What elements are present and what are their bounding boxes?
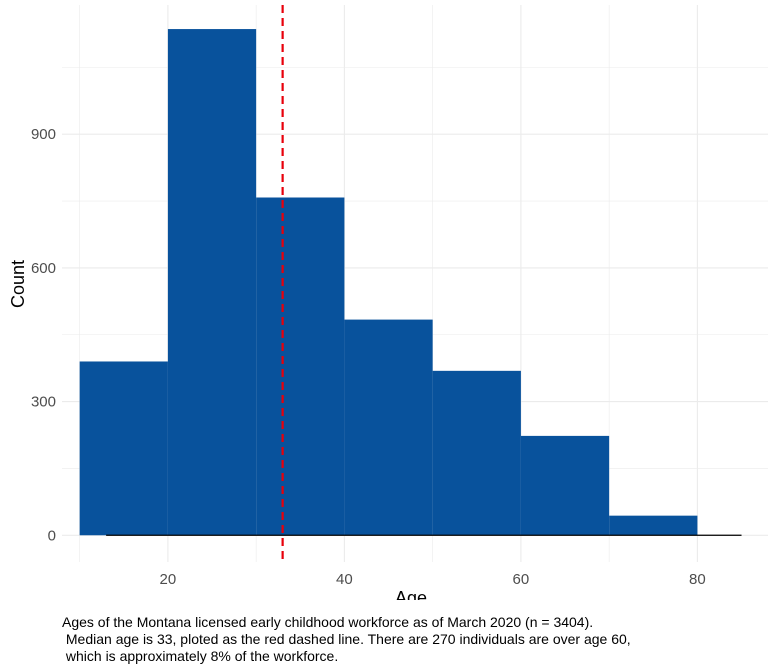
histogram-bar-3 bbox=[344, 319, 433, 536]
x-tick-label-2: 60 bbox=[513, 571, 530, 588]
y-tick-label-1: 300 bbox=[31, 394, 56, 411]
x-tick-label-0: 20 bbox=[160, 571, 177, 588]
y-tick-label-0: 0 bbox=[48, 527, 56, 544]
caption-line-1: Ages of the Montana licensed early child… bbox=[62, 614, 594, 630]
x-tick-label-1: 40 bbox=[336, 571, 353, 588]
histogram-bar-4 bbox=[432, 370, 521, 536]
histogram-bar-5 bbox=[520, 435, 610, 536]
caption-line-2: Median age is 33, ploted as the red dash… bbox=[62, 631, 631, 647]
histogram-bar-2 bbox=[256, 197, 345, 536]
histogram-bar-0 bbox=[79, 361, 168, 536]
histogram-plot: 20 40 60 80 0 300 600 900 Age Count bbox=[8, 5, 768, 608]
x-tick-label-3: 80 bbox=[689, 571, 706, 588]
y-axis-label: Count bbox=[8, 260, 28, 308]
x-axis-label: Age bbox=[395, 588, 427, 600]
histogram-bar-6 bbox=[609, 515, 698, 536]
y-tick-label-3: 900 bbox=[31, 126, 56, 143]
caption-line-3: which is approximately 8% of the workfor… bbox=[62, 648, 339, 664]
tick-labels: 20 40 60 80 0 300 600 900 bbox=[31, 126, 706, 588]
bars bbox=[79, 29, 698, 536]
y-tick-label-2: 600 bbox=[31, 260, 56, 277]
histogram-bar-1 bbox=[167, 29, 257, 536]
